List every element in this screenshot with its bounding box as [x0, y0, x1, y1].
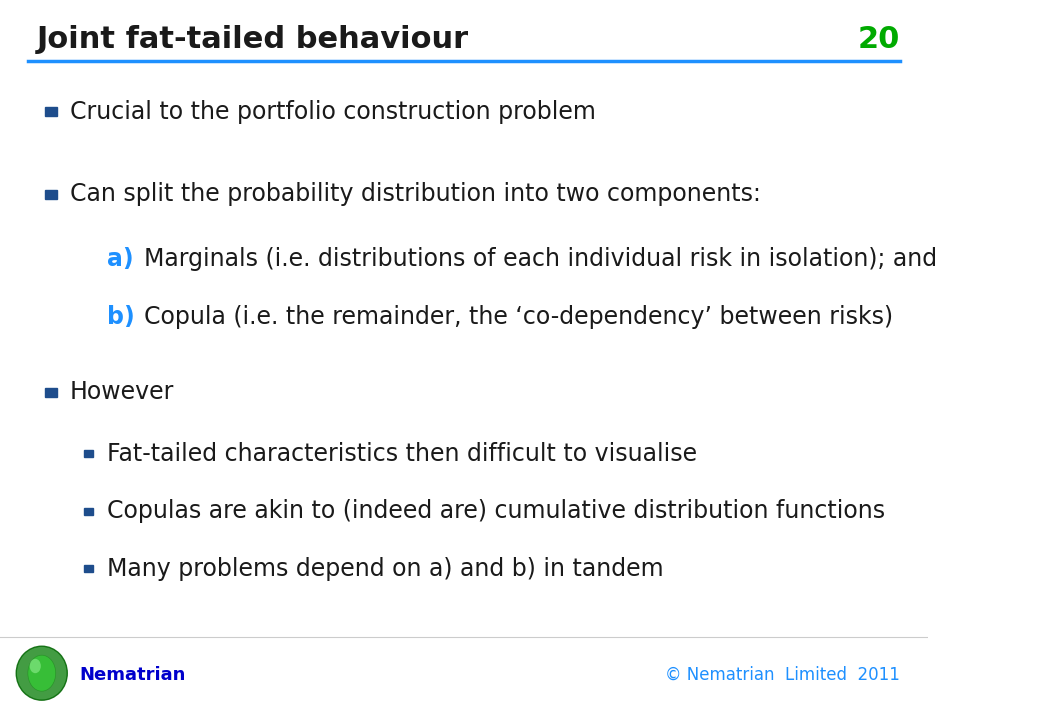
Ellipse shape — [17, 647, 68, 700]
FancyBboxPatch shape — [83, 450, 93, 457]
Ellipse shape — [28, 655, 56, 691]
Text: Copulas are akin to (indeed are) cumulative distribution functions: Copulas are akin to (indeed are) cumulat… — [107, 499, 885, 523]
Text: Marginals (i.e. distributions of each individual risk in isolation); and: Marginals (i.e. distributions of each in… — [144, 247, 937, 271]
FancyBboxPatch shape — [46, 388, 56, 397]
FancyBboxPatch shape — [83, 565, 93, 572]
Text: However: However — [70, 380, 174, 405]
Text: Crucial to the portfolio construction problem: Crucial to the portfolio construction pr… — [70, 99, 596, 124]
Text: Can split the probability distribution into two components:: Can split the probability distribution i… — [70, 182, 760, 207]
Text: © Nematrian  Limited  2011: © Nematrian Limited 2011 — [666, 665, 900, 684]
Text: Joint fat-tailed behaviour: Joint fat-tailed behaviour — [37, 25, 469, 54]
FancyBboxPatch shape — [46, 190, 56, 199]
Ellipse shape — [30, 659, 41, 673]
Text: Copula (i.e. the remainder, the ‘co-dependency’ between risks): Copula (i.e. the remainder, the ‘co-depe… — [144, 305, 893, 329]
FancyBboxPatch shape — [46, 107, 56, 116]
FancyBboxPatch shape — [83, 508, 93, 515]
Text: 20: 20 — [858, 25, 900, 54]
Text: Many problems depend on a) and b) in tandem: Many problems depend on a) and b) in tan… — [107, 557, 664, 581]
Text: b): b) — [107, 305, 134, 329]
Text: Fat-tailed characteristics then difficult to visualise: Fat-tailed characteristics then difficul… — [107, 441, 697, 466]
Text: a): a) — [107, 247, 133, 271]
Text: Nematrian: Nematrian — [79, 665, 185, 684]
